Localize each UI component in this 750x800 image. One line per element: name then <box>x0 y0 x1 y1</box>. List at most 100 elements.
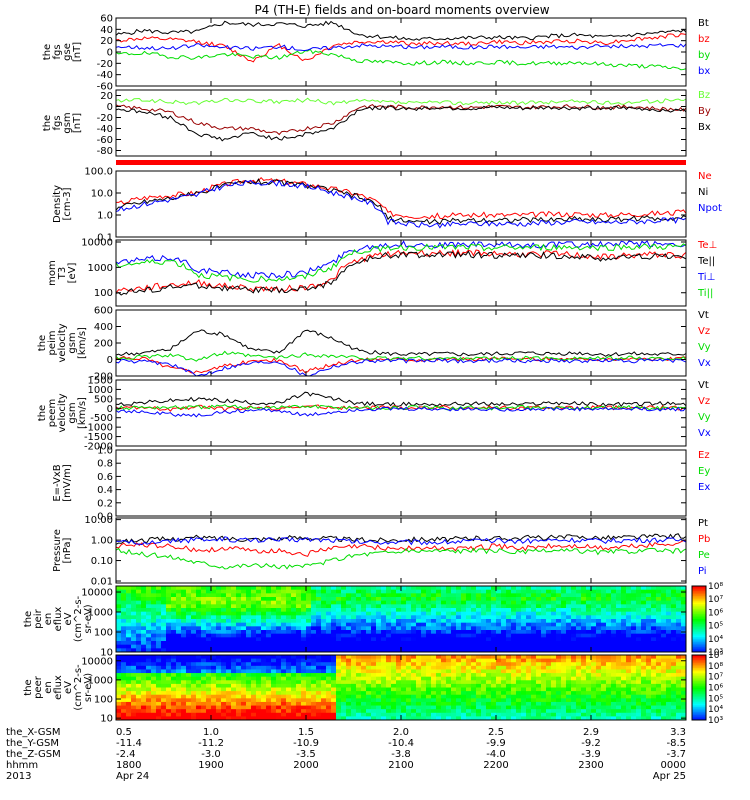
heatmap-cell <box>171 701 177 706</box>
heatmap-cell <box>406 611 412 616</box>
heatmap-cell <box>646 633 652 638</box>
heatmap-cell <box>601 622 607 627</box>
heatmap-cell <box>466 615 472 620</box>
heatmap-cell <box>461 619 467 624</box>
heatmap-cell <box>506 619 512 624</box>
heatmap-cell <box>171 698 177 703</box>
heatmap-cell <box>571 619 577 624</box>
heatmap-cell <box>596 619 602 624</box>
heatmap-cell <box>256 655 262 660</box>
heatmap-cell <box>516 687 522 692</box>
heatmap-cell <box>486 619 492 624</box>
heatmap-cell <box>196 698 202 703</box>
heatmap-cell <box>601 712 607 717</box>
heatmap-cell <box>616 658 622 663</box>
y-tick-label: 200 <box>94 339 113 350</box>
heatmap-cell <box>496 593 502 598</box>
heatmap-cell <box>246 683 252 688</box>
heatmap-cell <box>636 709 642 714</box>
heatmap-cell <box>626 701 632 706</box>
heatmap-cell <box>456 712 462 717</box>
heatmap-cell <box>301 709 307 714</box>
heatmap-cell <box>196 604 202 609</box>
heatmap-cell <box>446 619 452 624</box>
heatmap-cell <box>376 593 382 598</box>
heatmap-cell <box>266 600 272 605</box>
heatmap-cell <box>201 593 207 598</box>
heatmap-cell <box>461 705 467 710</box>
heatmap-cell <box>306 694 312 699</box>
heatmap-cell <box>631 630 637 635</box>
heatmap-cell <box>671 622 677 627</box>
heatmap-cell <box>401 687 407 692</box>
legend-entry: Te|| <box>697 256 715 267</box>
heatmap-cell <box>336 593 342 598</box>
heatmap-cell <box>576 633 582 638</box>
heatmap-cell <box>551 712 557 717</box>
heatmap-cell <box>306 626 312 631</box>
heatmap-cell <box>286 709 292 714</box>
heatmap-cell <box>146 619 152 624</box>
heatmap-cell <box>531 597 537 602</box>
heatmap-cell <box>231 716 237 721</box>
heatmap-cell <box>446 716 452 721</box>
heatmap-cell <box>146 604 152 609</box>
heatmap-cell <box>386 615 392 620</box>
heatmap-cell <box>416 648 422 653</box>
heatmap-cell <box>621 597 627 602</box>
heatmap-cell <box>471 687 477 692</box>
heatmap-cell <box>586 658 592 663</box>
heatmap-cell <box>291 611 297 616</box>
heatmap-cell <box>356 680 362 685</box>
heatmap-cell <box>441 665 447 670</box>
heatmap-cell <box>141 698 147 703</box>
heatmap-cell <box>391 709 397 714</box>
heatmap-cell <box>186 716 192 721</box>
heatmap-cell <box>641 683 647 688</box>
heatmap-cell <box>511 698 517 703</box>
heatmap-cell <box>341 630 347 635</box>
legend-entry: Vy <box>698 412 711 423</box>
heatmap-cell <box>161 673 167 678</box>
heatmap-cell <box>251 716 257 721</box>
heatmap-cell <box>186 597 192 602</box>
heatmap-cell <box>416 644 422 649</box>
heatmap-cell <box>291 691 297 696</box>
heatmap-cell <box>626 716 632 721</box>
heatmap-cell <box>431 712 437 717</box>
heatmap-cell <box>641 701 647 706</box>
y-tick-label: -500 <box>90 413 113 424</box>
heatmap-cell <box>486 716 492 721</box>
heatmap-cell <box>486 680 492 685</box>
heatmap-cell <box>186 593 192 598</box>
heatmap-cell <box>126 611 132 616</box>
heatmap-cell <box>436 586 442 591</box>
heatmap-cell <box>631 633 637 638</box>
heatmap-cell <box>416 604 422 609</box>
heatmap-cell <box>571 701 577 706</box>
heatmap-cell <box>116 637 122 642</box>
series-line-Vt <box>115 329 687 357</box>
panel-frame <box>115 309 687 377</box>
heatmap-cell <box>216 676 222 681</box>
heatmap-cell <box>301 586 307 591</box>
heatmap-cell <box>361 658 367 663</box>
heatmap-cell <box>156 586 162 591</box>
heatmap-cell <box>671 676 677 681</box>
heatmap-cell <box>116 593 122 598</box>
heatmap-cell <box>296 641 302 646</box>
heatmap-cell <box>606 665 612 670</box>
heatmap-cell <box>281 586 287 591</box>
heatmap-cell <box>601 597 607 602</box>
heatmap-cell <box>651 669 657 674</box>
heatmap-cell <box>471 611 477 616</box>
heatmap-cell <box>296 644 302 649</box>
heatmap-cell <box>471 597 477 602</box>
heatmap-cell <box>506 712 512 717</box>
y-tick-label: 0.10 <box>91 556 113 567</box>
heatmap-cell <box>306 611 312 616</box>
heatmap-cell <box>671 680 677 685</box>
heatmap-cell <box>126 637 132 642</box>
